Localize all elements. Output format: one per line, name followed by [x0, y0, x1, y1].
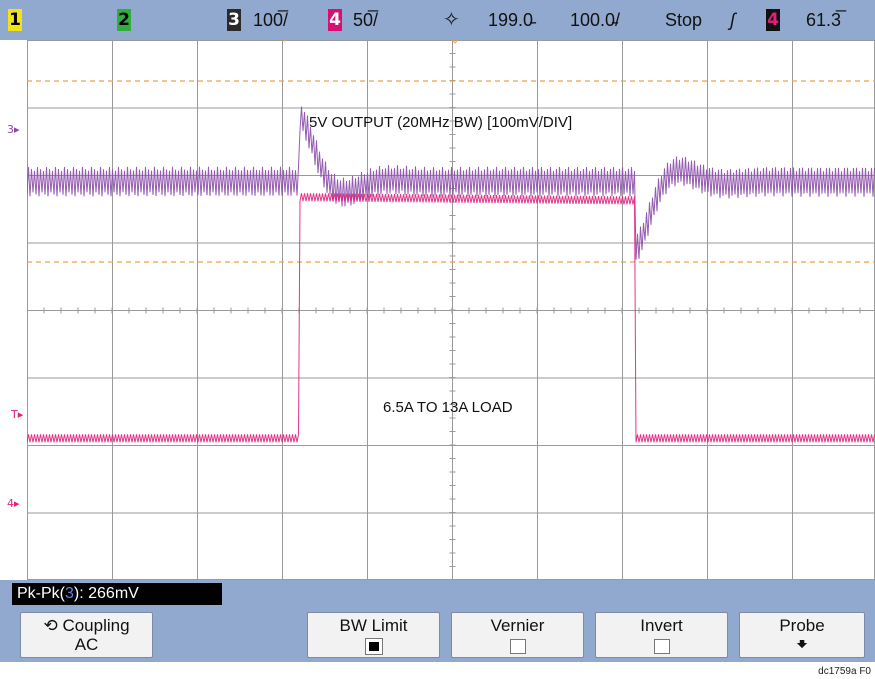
trigger-level-marker[interactable]: T▸ [11, 408, 24, 421]
channel-3-trace [27, 106, 875, 260]
bw-limit-label: BW Limit [339, 616, 408, 635]
trigger-position-value: 199.0̵ [488, 10, 534, 30]
status-bar: 1 2 3 100̅/ 4 50̅/ ✧ 199.0̵ 100.0̵/ Stop… [0, 0, 875, 40]
probe-button[interactable]: Probe 🠻 [739, 612, 865, 658]
probe-label: Probe [779, 616, 825, 635]
cycle-icon: ⟲ [43, 616, 58, 635]
bw-limit-checkbox[interactable] [364, 638, 383, 655]
channel-1-indicator[interactable]: 1 [8, 9, 22, 31]
channel-3-indicator[interactable]: 3 [227, 9, 241, 31]
coupling-label: Coupling [62, 616, 130, 635]
coupling-button[interactable]: ⟲ Coupling AC [20, 612, 153, 658]
vernier-button[interactable]: Vernier [451, 612, 584, 658]
vernier-checkbox[interactable] [509, 639, 526, 654]
invert-label: Invert [640, 616, 683, 635]
trigger-time-marker [283, 40, 287, 42]
coupling-value: AC [74, 635, 99, 654]
channel-2-indicator[interactable]: 2 [117, 9, 131, 31]
channel-4-annotation: 6.5A TO 13A LOAD [383, 399, 513, 416]
softkey-bar: ⟲ Coupling AC BW Limit Vernier Invert Pr… [0, 608, 875, 662]
channel-3-scale: 100̅/ [253, 10, 289, 30]
channel-3-annotation: 5V OUTPUT (20MHz BW) [100mV/DIV] [309, 114, 573, 131]
run-state: Stop [665, 10, 703, 30]
invert-checkbox[interactable] [653, 639, 670, 654]
trigger-level: 61.3̅ [806, 10, 842, 30]
trigger-position-icon: ✧ [443, 9, 460, 31]
measurement-bar: Pk-Pk(3): 266mV [0, 580, 875, 608]
time-scale: 100.0̵/ [570, 10, 621, 30]
peak-to-peak-readout: Pk-Pk(3): 266mV [12, 583, 222, 605]
trigger-source-indicator: 4 [766, 9, 780, 31]
figure-id: dc1759a F0 [818, 666, 871, 677]
arrow-down-icon: 🠻 [795, 634, 809, 656]
channel-4-ground-marker[interactable]: 4▸ [7, 497, 20, 510]
channel-4-trace [27, 193, 875, 443]
trigger-edge-icon: ʃ [730, 10, 736, 30]
graticule [27, 40, 875, 580]
channel-4-scale: 50̅/ [353, 10, 379, 30]
channel-3-ground-marker[interactable]: 3▸ [7, 123, 20, 136]
invert-button[interactable]: Invert [595, 612, 728, 658]
waveform-display[interactable]: 5V OUTPUT (20MHz BW) [100mV/DIV] 6.5A TO… [27, 40, 875, 580]
vernier-label: Vernier [490, 616, 545, 635]
channel-4-indicator[interactable]: 4 [328, 9, 342, 31]
bw-limit-button[interactable]: BW Limit [307, 612, 440, 658]
